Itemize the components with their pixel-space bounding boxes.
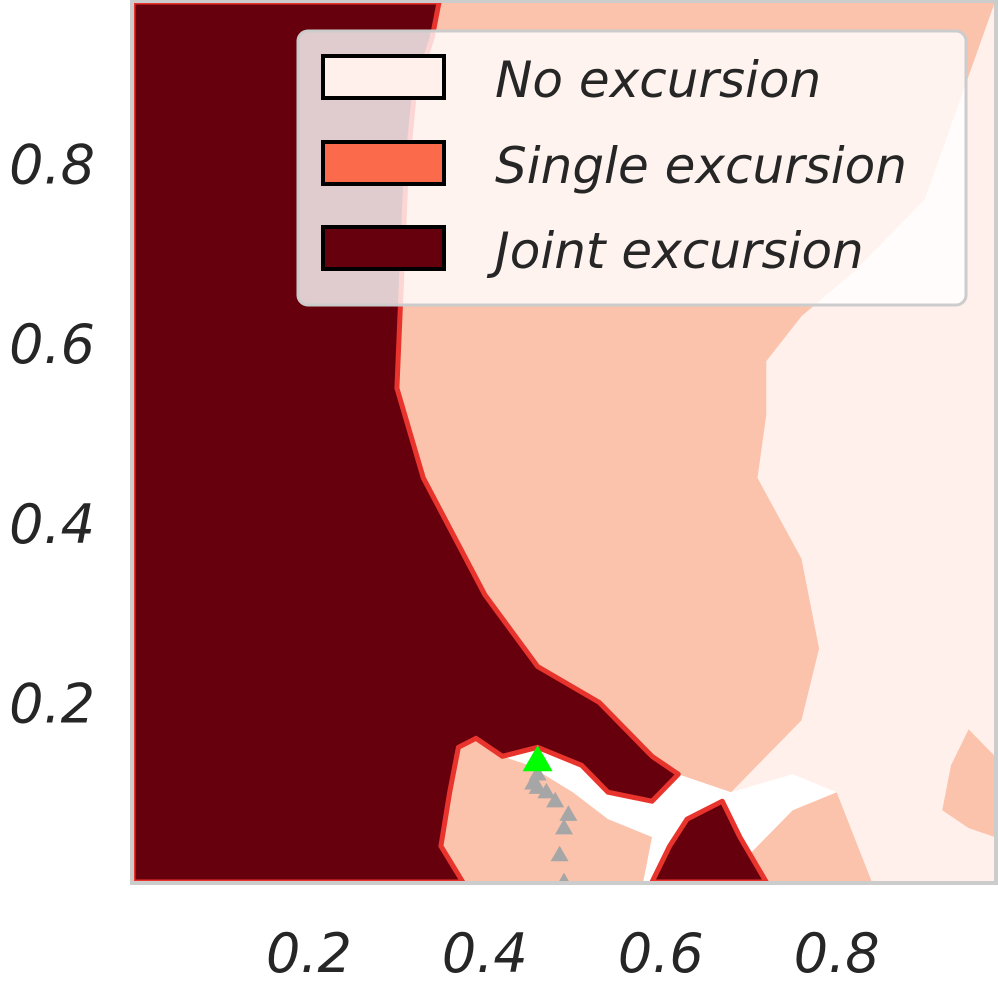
y-tick-label: 0.2 xyxy=(9,672,95,735)
y-tick-label: 0.4 xyxy=(9,493,95,556)
trajectory-marker xyxy=(537,782,556,799)
x-tick-label: 0.8 xyxy=(794,922,880,984)
trajectory-marker xyxy=(550,845,569,862)
final-point-layer xyxy=(522,745,553,772)
x-tick-label: 0.6 xyxy=(618,922,704,984)
trajectory-marker xyxy=(528,764,547,781)
axes-frame xyxy=(130,0,998,885)
trajectory-marker xyxy=(524,773,543,790)
trajectory-layer xyxy=(524,764,578,882)
region-single-excursion xyxy=(748,792,872,882)
trajectory-marker xyxy=(559,805,578,821)
legend-frame xyxy=(296,29,968,307)
y-tick-label: 0.8 xyxy=(9,134,95,197)
x-axis-tick-labels: 0.2 0.4 0.6 0.8 xyxy=(266,922,880,984)
x-tick-label: 0.4 xyxy=(442,922,528,984)
final-point-marker xyxy=(522,745,553,772)
region-single-excursion xyxy=(440,738,652,882)
legend-swatch-joint-excursion xyxy=(321,225,446,271)
legend-swatch-single-excursion xyxy=(321,140,446,186)
legend-label-single-excursion: Single excursion xyxy=(495,137,907,195)
y-tick-label: 0.6 xyxy=(9,313,95,376)
region-joint-excursion xyxy=(649,798,769,882)
x-tick-label: 0.2 xyxy=(266,922,352,984)
trajectory-marker xyxy=(555,818,573,835)
legend-swatch-no-excursion xyxy=(321,54,446,100)
legend-label-joint-excursion: Joint excursion xyxy=(486,222,864,280)
y-axis-tick-labels: 0.2 0.4 0.6 0.8 xyxy=(9,134,95,736)
trajectory-marker xyxy=(546,791,565,808)
legend-label-no-excursion: No excursion xyxy=(495,51,821,109)
region-single-excursion xyxy=(942,729,995,838)
legend: No excursion Single excursion Joint excu… xyxy=(296,29,968,307)
trajectory-marker xyxy=(558,872,570,882)
